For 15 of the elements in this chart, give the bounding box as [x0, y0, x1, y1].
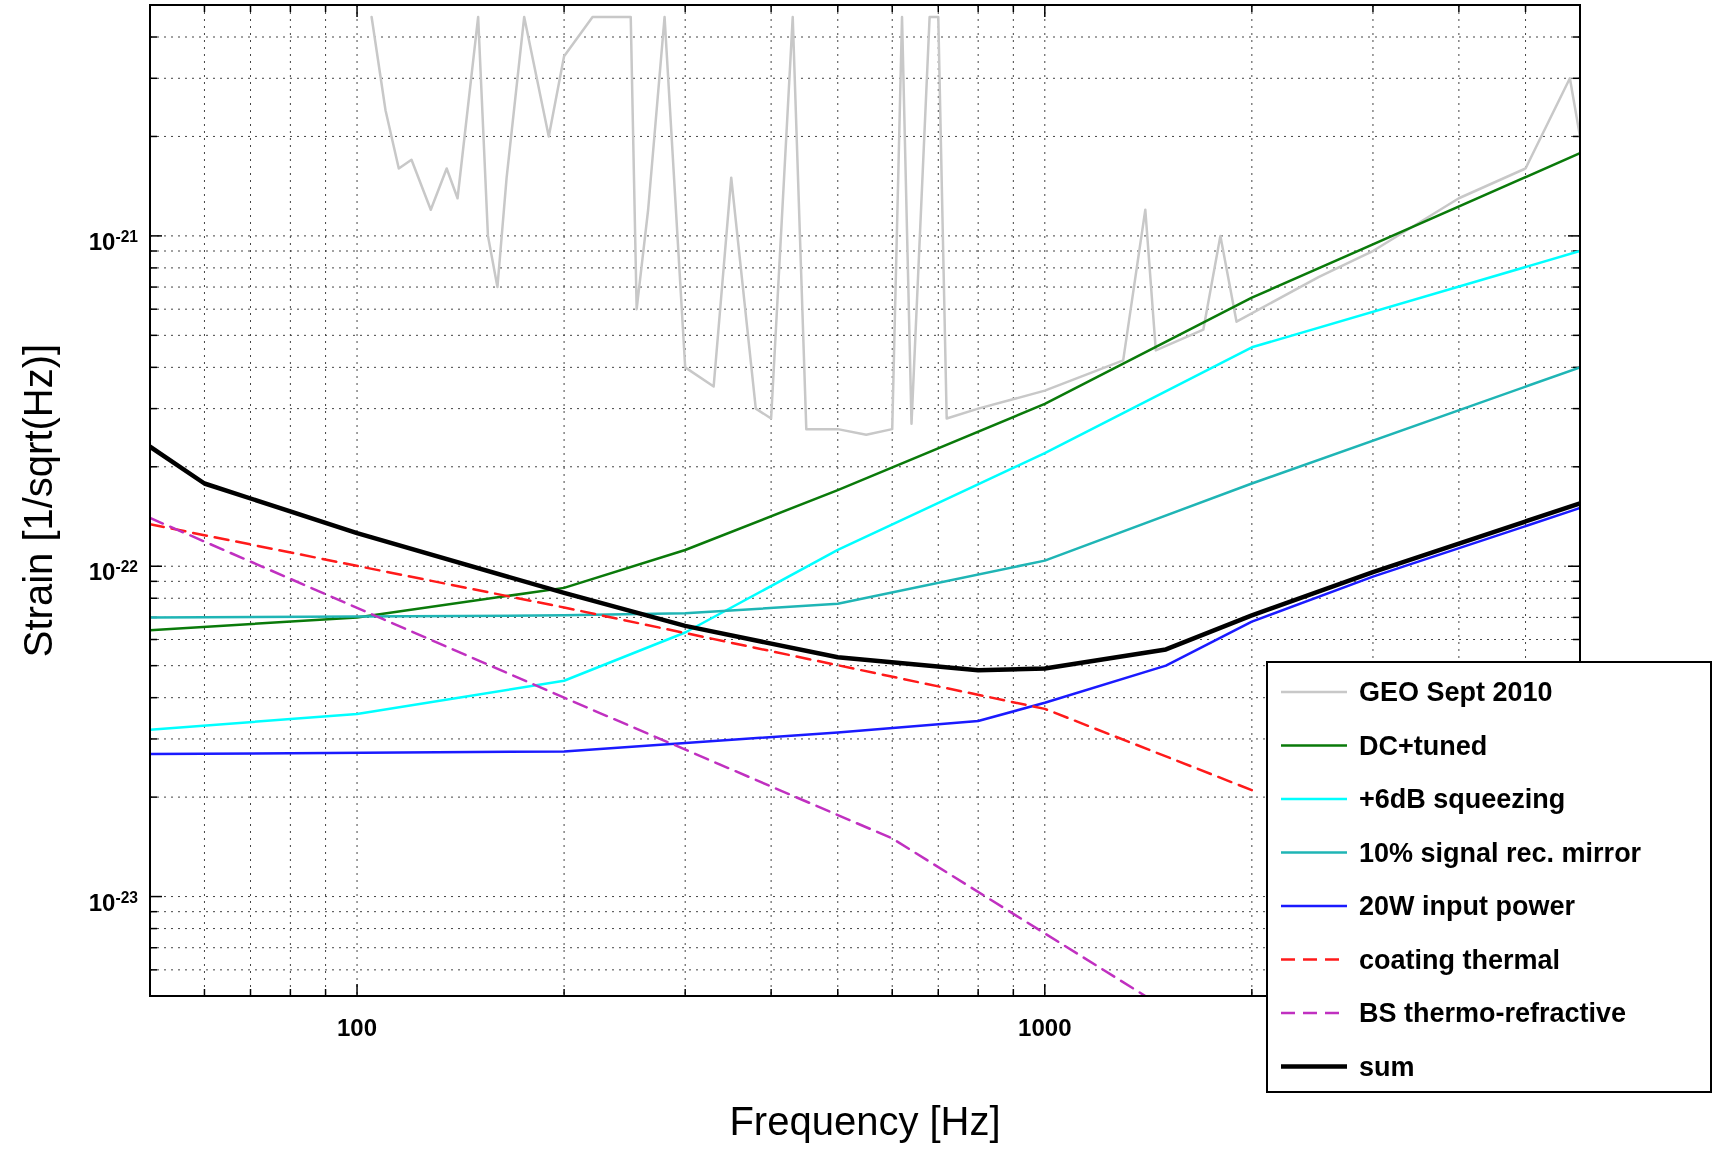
x-axis-title: Frequency [Hz]	[729, 1099, 1001, 1143]
y-axis-title: Strain [1/sqrt(Hz)]	[16, 343, 60, 658]
legend-label: DC+tuned	[1359, 730, 1488, 761]
legend-label: sum	[1359, 1051, 1415, 1082]
legend-label: +6dB squeezing	[1359, 784, 1566, 814]
y-tick-label: 10$^{-21}$	[88, 227, 139, 255]
x-tick-label: 1000	[1018, 1014, 1072, 1041]
legend-label: GEO Sept 2010	[1359, 677, 1553, 707]
legend-label: coating thermal	[1359, 944, 1561, 975]
y-tick-label: 10$^{-22}$	[88, 557, 139, 586]
legend-label: 20W input power	[1359, 891, 1576, 921]
y-tick-label: 10$^{-23}$	[88, 888, 139, 916]
legend-label: BS thermo-refractive	[1359, 998, 1627, 1028]
legend-label: 10% signal rec. mirror	[1359, 837, 1642, 868]
x-tick-label: 100	[337, 1014, 378, 1041]
